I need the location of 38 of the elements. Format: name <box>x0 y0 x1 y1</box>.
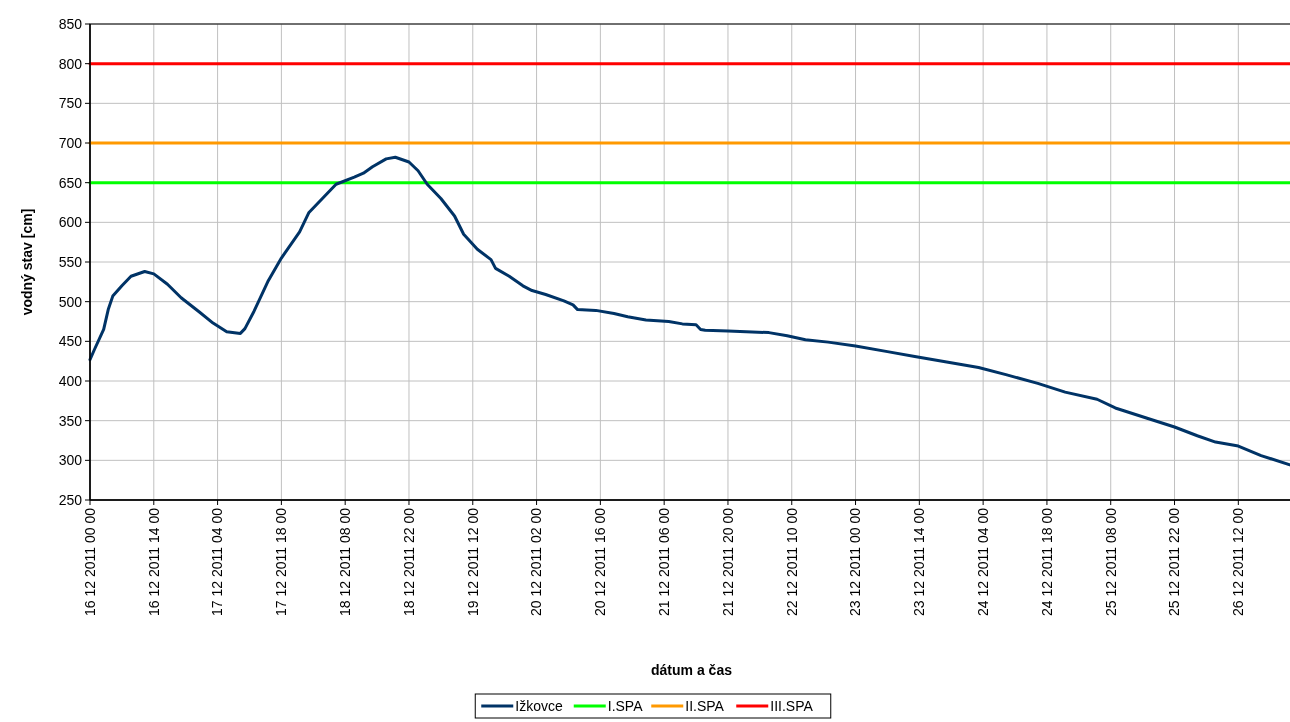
legend-label: II.SPA <box>685 697 725 714</box>
x-tick-label: 20 12 2011 02 00 <box>528 507 545 616</box>
y-tick-label: 250 <box>58 491 83 508</box>
y-tick-label: 450 <box>58 333 83 350</box>
y-tick-label: 500 <box>58 293 83 310</box>
y-tick-label: 600 <box>58 214 83 231</box>
legend-label: Ižkovce <box>515 697 563 714</box>
y-tick-label: 750 <box>58 95 83 112</box>
x-tick-label: 26 12 2011 12 00 <box>1230 507 1247 616</box>
x-tick-label: 17 12 2011 04 00 <box>209 507 226 616</box>
x-tick-label: 19 12 2011 12 00 <box>464 507 481 616</box>
legend-label: III.SPA <box>770 697 814 714</box>
x-tick-label: 21 12 2011 20 00 <box>719 507 736 616</box>
y-tick-label: 800 <box>58 55 83 72</box>
x-tick-label: 24 12 2011 18 00 <box>1038 507 1055 616</box>
y-axis-title: vodný stav [cm] <box>19 208 35 316</box>
x-tick-label: 20 12 2011 16 00 <box>592 507 609 616</box>
x-tick-label: 25 12 2011 08 00 <box>1102 507 1119 616</box>
y-tick-label: 700 <box>58 134 83 151</box>
y-tick-label: 850 <box>58 15 83 32</box>
x-tick-label: 24 12 2011 04 00 <box>975 507 992 616</box>
x-tick-label: 18 12 2011 22 00 <box>400 507 417 616</box>
x-tick-label: 18 12 2011 08 00 <box>337 507 354 616</box>
x-tick-label: 25 12 2011 22 00 <box>1166 507 1183 616</box>
x-tick-label: 23 12 2011 00 00 <box>847 507 864 616</box>
x-tick-label: 21 12 2011 06 00 <box>656 507 673 616</box>
x-tick-label: 22 12 2011 10 00 <box>783 507 800 616</box>
x-tick-label: 16 12 2011 14 00 <box>145 507 162 616</box>
x-axis-title: dátum a čas <box>651 662 733 678</box>
y-tick-label: 650 <box>58 174 83 191</box>
legend-label: I.SPA <box>607 697 644 714</box>
y-tick-label: 400 <box>58 372 83 389</box>
y-tick-label: 300 <box>58 452 83 469</box>
x-tick-label: 16 12 2011 00 00 <box>81 507 98 616</box>
x-tick-label: 23 12 2011 14 00 <box>911 507 928 616</box>
y-tick-label: 550 <box>58 253 83 270</box>
y-tick-label: 350 <box>58 412 83 429</box>
x-tick-label: 17 12 2011 18 00 <box>273 507 290 616</box>
